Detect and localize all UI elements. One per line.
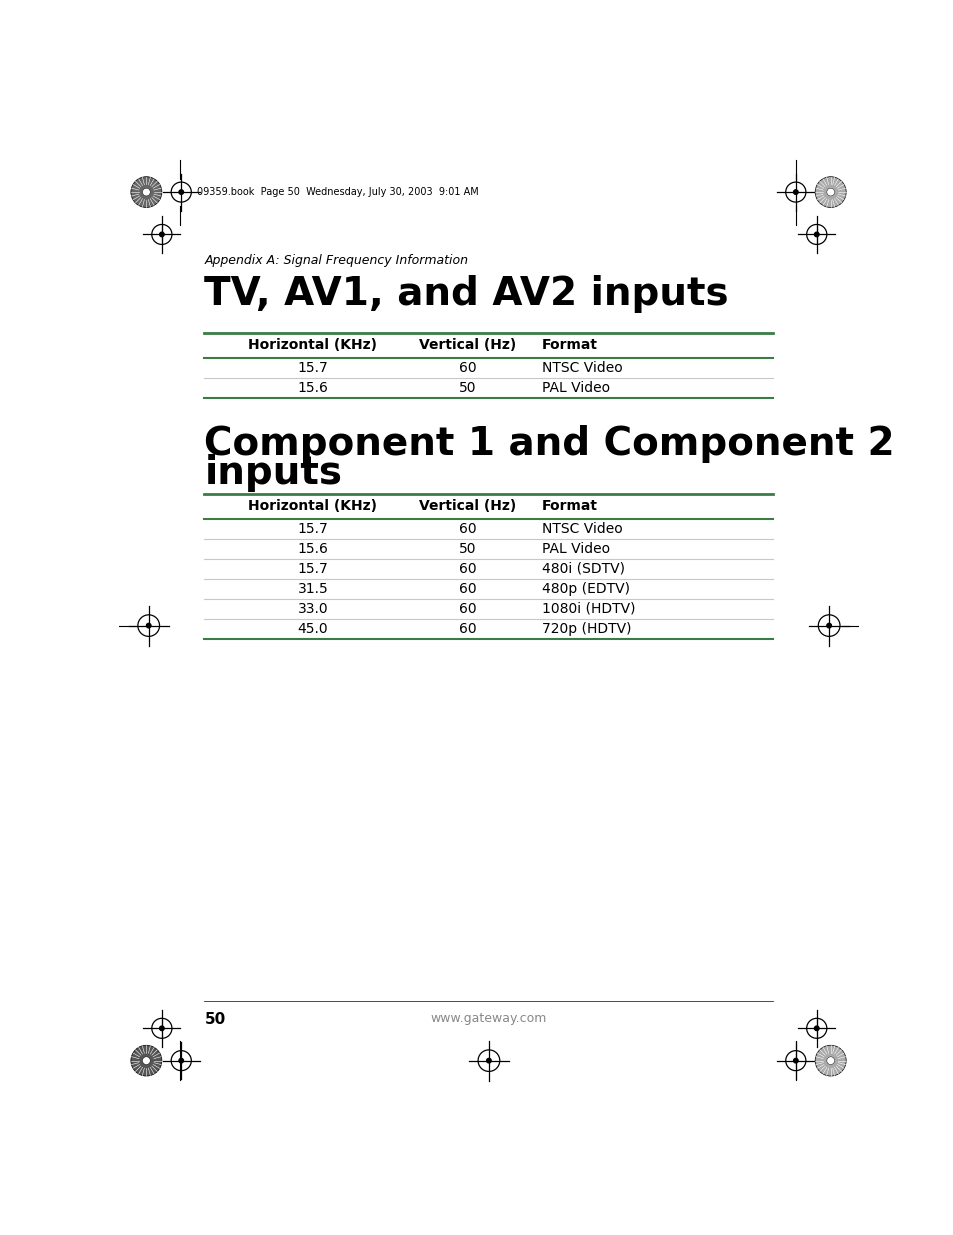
Text: 720p (HDTV): 720p (HDTV)	[541, 621, 631, 636]
Text: TV, AV1, and AV2 inputs: TV, AV1, and AV2 inputs	[204, 275, 728, 314]
Text: Horizontal (KHz): Horizontal (KHz)	[248, 499, 377, 514]
Circle shape	[131, 177, 162, 207]
Text: 60: 60	[458, 621, 476, 636]
Text: 60: 60	[458, 601, 476, 616]
Circle shape	[179, 190, 183, 194]
Text: 60: 60	[458, 582, 476, 595]
Text: Format: Format	[541, 338, 597, 352]
Text: 09359.book  Page 50  Wednesday, July 30, 2003  9:01 AM: 09359.book Page 50 Wednesday, July 30, 2…	[196, 186, 478, 198]
Text: 60: 60	[458, 562, 476, 576]
Circle shape	[131, 1045, 162, 1076]
Circle shape	[142, 1057, 150, 1065]
Text: 15.7: 15.7	[297, 521, 328, 536]
Text: 31.5: 31.5	[297, 582, 328, 595]
Text: 1080i (HDTV): 1080i (HDTV)	[541, 601, 635, 616]
Circle shape	[826, 1057, 834, 1065]
Text: 15.6: 15.6	[297, 380, 328, 395]
Text: Appendix A: Signal Frequency Information: Appendix A: Signal Frequency Information	[204, 254, 468, 268]
Text: 60: 60	[458, 521, 476, 536]
Text: Horizontal (KHz): Horizontal (KHz)	[248, 338, 377, 352]
Text: NTSC Video: NTSC Video	[541, 361, 621, 374]
Text: 50: 50	[204, 1013, 226, 1028]
Text: 15.7: 15.7	[297, 361, 328, 374]
Text: Component 1 and Component 2: Component 1 and Component 2	[204, 425, 894, 463]
Circle shape	[146, 624, 151, 627]
Text: NTSC Video: NTSC Video	[541, 521, 621, 536]
Text: 480p (EDTV): 480p (EDTV)	[541, 582, 629, 595]
Text: PAL Video: PAL Video	[541, 542, 609, 556]
Circle shape	[159, 1026, 164, 1031]
Circle shape	[815, 1045, 845, 1076]
Circle shape	[159, 232, 164, 237]
Text: 50: 50	[458, 380, 476, 395]
Text: 33.0: 33.0	[297, 601, 328, 616]
Circle shape	[486, 1058, 491, 1063]
Text: 15.6: 15.6	[297, 542, 328, 556]
Text: www.gateway.com: www.gateway.com	[431, 1013, 546, 1025]
Circle shape	[142, 188, 150, 196]
Text: 60: 60	[458, 361, 476, 374]
Text: PAL Video: PAL Video	[541, 380, 609, 395]
Text: 45.0: 45.0	[297, 621, 328, 636]
Circle shape	[814, 232, 819, 237]
Text: 50: 50	[458, 542, 476, 556]
Circle shape	[826, 624, 831, 627]
Circle shape	[179, 1058, 183, 1063]
Text: inputs: inputs	[204, 454, 342, 492]
Circle shape	[815, 177, 845, 207]
Text: Vertical (Hz): Vertical (Hz)	[419, 499, 517, 514]
Circle shape	[826, 188, 834, 196]
Text: Format: Format	[541, 499, 597, 514]
Text: 480i (SDTV): 480i (SDTV)	[541, 562, 624, 576]
Circle shape	[814, 1026, 819, 1031]
Text: Vertical (Hz): Vertical (Hz)	[419, 338, 517, 352]
Circle shape	[793, 190, 798, 194]
Text: 15.7: 15.7	[297, 562, 328, 576]
Circle shape	[793, 1058, 798, 1063]
